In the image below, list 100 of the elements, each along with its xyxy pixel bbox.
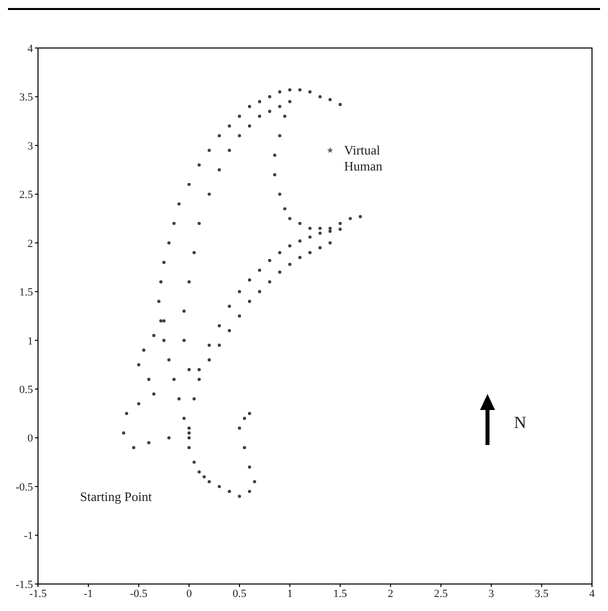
point — [328, 230, 332, 233]
point — [167, 241, 171, 245]
annotation: Virtual Human — [344, 142, 383, 174]
point — [358, 214, 362, 218]
point — [152, 392, 156, 396]
y-tick-label: 1 — [28, 335, 33, 348]
point — [278, 251, 282, 254]
point — [242, 446, 246, 450]
point — [187, 182, 191, 186]
point — [298, 222, 302, 226]
point — [208, 192, 211, 196]
point — [228, 304, 231, 308]
point — [218, 168, 221, 172]
x-tick-label: 3 — [488, 588, 495, 600]
point — [248, 465, 252, 469]
point — [218, 344, 221, 347]
point — [238, 290, 242, 294]
point — [278, 192, 282, 196]
point — [328, 98, 332, 102]
point — [278, 90, 282, 94]
point — [268, 95, 272, 98]
point — [208, 148, 211, 152]
point — [242, 416, 246, 420]
point — [288, 262, 292, 266]
y-tick-label: -1 — [24, 530, 33, 542]
annotation: N — [514, 413, 526, 432]
point — [198, 163, 201, 167]
point — [192, 251, 196, 254]
x-tick-label: -1 — [84, 588, 93, 600]
point — [318, 246, 322, 250]
point — [338, 222, 342, 226]
point — [182, 310, 186, 313]
point — [258, 100, 262, 104]
y-tick-label: -1.5 — [16, 578, 34, 591]
point — [238, 314, 242, 318]
point — [298, 239, 302, 243]
point — [252, 480, 256, 484]
point — [137, 363, 140, 366]
point — [278, 104, 282, 108]
point — [238, 494, 242, 498]
point — [142, 348, 146, 352]
x-tick-label: 3.5 — [534, 588, 550, 600]
point — [268, 110, 272, 113]
point — [208, 358, 211, 362]
point — [248, 124, 252, 128]
point — [167, 358, 171, 362]
point — [228, 124, 231, 128]
y-tick-label: 3 — [28, 140, 34, 152]
point — [328, 226, 332, 230]
point — [268, 258, 272, 262]
point — [327, 147, 334, 153]
point — [283, 207, 286, 210]
point — [182, 416, 186, 420]
point — [187, 280, 191, 284]
point — [187, 446, 191, 450]
point — [162, 338, 166, 342]
point — [162, 260, 166, 264]
point — [202, 475, 206, 478]
y-tick-label: 2 — [28, 238, 33, 250]
y-tick-label: 1.5 — [19, 286, 34, 299]
point — [258, 114, 262, 118]
point — [273, 173, 276, 176]
point — [167, 436, 171, 440]
x-tick-label: 0.5 — [232, 588, 247, 600]
point — [328, 241, 332, 245]
point — [198, 368, 201, 372]
y-tick-label: 2.5 — [19, 189, 34, 202]
point — [308, 226, 312, 230]
point — [258, 290, 262, 294]
point — [218, 324, 221, 328]
point — [182, 338, 186, 342]
point — [348, 216, 352, 220]
point — [318, 226, 322, 230]
x-tick-label: 2 — [388, 588, 394, 600]
point — [177, 397, 181, 400]
point — [268, 280, 272, 284]
point — [248, 300, 252, 303]
point — [187, 436, 191, 440]
y-tick-label: 3.5 — [19, 92, 34, 104]
point — [288, 100, 292, 104]
y-tick-label: 4 — [28, 42, 34, 55]
point — [137, 402, 140, 406]
point — [162, 319, 166, 322]
annotation: Starting Point — [80, 489, 152, 504]
point — [159, 280, 162, 284]
point — [318, 95, 322, 98]
point — [308, 251, 312, 254]
x-tick-label: 1 — [287, 588, 293, 600]
point — [198, 222, 201, 226]
point — [208, 480, 211, 484]
y-tick-label: 0 — [28, 432, 34, 445]
point — [238, 114, 242, 118]
point — [152, 334, 156, 338]
point — [248, 490, 252, 494]
point — [122, 431, 126, 435]
point — [248, 412, 252, 416]
point — [248, 104, 252, 108]
point — [192, 460, 196, 464]
point — [238, 134, 242, 138]
point — [308, 235, 312, 239]
